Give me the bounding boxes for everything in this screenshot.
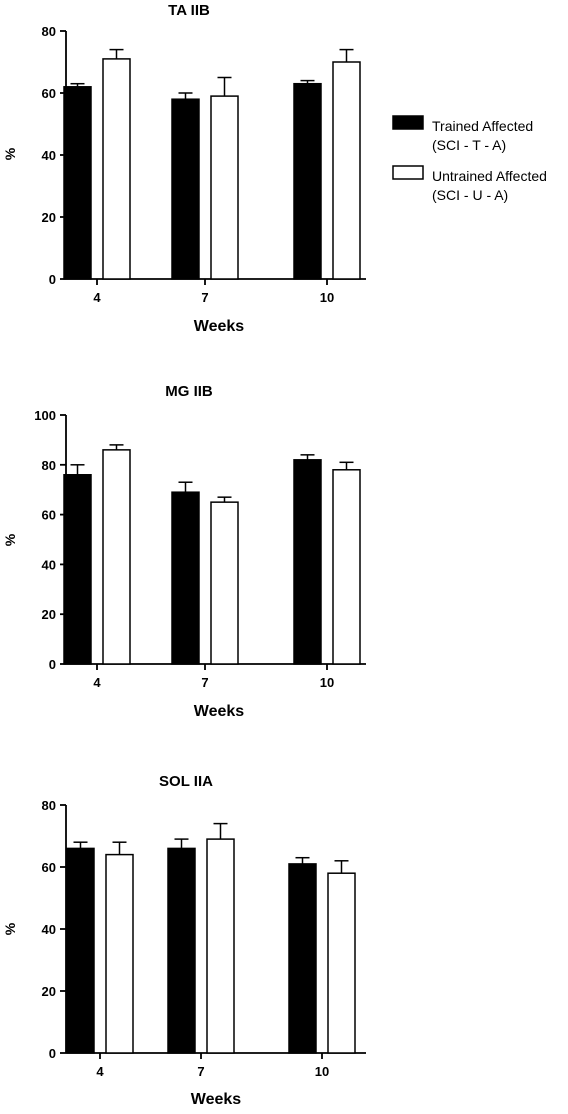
x-tick-label: 7: [197, 1064, 204, 1079]
y-tick-label: 0: [49, 657, 56, 672]
y-tick-label: 40: [42, 922, 56, 937]
x-tick-label: 4: [93, 675, 101, 690]
x-axis-label: Weeks: [194, 703, 245, 720]
y-axis-label: %: [2, 922, 18, 935]
bar-trained-week-7: [171, 98, 200, 280]
legend-label-untrained-line2: (SCI - U - A): [432, 187, 508, 203]
legend-label-untrained-line1: Untrained Affected: [432, 168, 547, 184]
x-tick-label: 4: [96, 1064, 104, 1079]
chart-panel-sol-iia: SOL IIA % Weeks: [2, 773, 241, 1108]
legend-swatch-trained: [392, 115, 424, 130]
legend-label-trained-line2: (SCI - T - A): [432, 137, 506, 153]
y-tick-label: 20: [42, 210, 56, 225]
y-axis-label: %: [2, 533, 18, 546]
chart-title: SOL IIA: [159, 773, 213, 790]
chart-title: MG IIB: [165, 383, 213, 400]
y-tick-label: 100: [34, 408, 56, 423]
bar-trained-week-4: [63, 474, 92, 665]
bar-untrained-week-4: [102, 449, 131, 665]
bar-trained-week-10: [288, 863, 317, 1054]
x-axis-label: Weeks: [191, 1091, 242, 1108]
y-tick-label: 60: [42, 508, 56, 523]
y-tick-label: 20: [42, 607, 56, 622]
y-tick-label: 20: [42, 984, 56, 999]
bar-untrained-week-10: [327, 872, 356, 1054]
chart-plot-area-0: 0 20 40 60 80 4 7 10: [42, 24, 366, 305]
bar-untrained-week-7: [206, 838, 235, 1054]
chart-plot-area-1: 0 20 40 60 80 100 4 7 10: [34, 408, 366, 690]
y-axis-label: %: [2, 147, 18, 160]
bar-untrained-week-10: [332, 469, 361, 665]
y-tick-label: 40: [42, 557, 56, 572]
bar-untrained-week-7: [210, 95, 239, 280]
y-tick-label: 60: [42, 86, 56, 101]
legend: Trained Affected (SCI - T - A) Untrained…: [392, 115, 547, 203]
chart-plot-area-2: 0 20 40 60 80 4 7 10: [42, 798, 366, 1079]
bar-trained-week-4: [66, 847, 95, 1054]
bar-trained-week-10: [293, 459, 322, 665]
bar-trained-week-7: [171, 491, 200, 665]
chart-title: TA IIB: [168, 2, 210, 19]
bar-trained-week-10: [293, 82, 322, 280]
y-tick-label: 60: [42, 860, 56, 875]
y-tick-label: 0: [49, 272, 56, 287]
y-tick-label: 80: [42, 24, 56, 39]
chart-panel-mg-iib: MG IIB % Weeks: [2, 383, 244, 720]
bar-untrained-week-10: [332, 61, 361, 280]
x-tick-label: 10: [320, 675, 334, 690]
x-tick-label: 7: [201, 675, 208, 690]
bar-untrained-week-4: [102, 58, 131, 280]
x-tick-label: 10: [315, 1064, 329, 1079]
bar-trained-week-4: [63, 86, 92, 280]
legend-swatch-untrained: [392, 165, 424, 180]
y-tick-label: 40: [42, 148, 56, 163]
x-tick-label: 7: [201, 290, 208, 305]
bar-untrained-week-4: [105, 853, 134, 1054]
x-axis-label: Weeks: [194, 318, 245, 335]
x-tick-label: 10: [320, 290, 334, 305]
chart-panel-ta-iib: TA IIB % Weeks: [2, 2, 244, 335]
y-tick-label: 0: [49, 1046, 56, 1061]
bar-trained-week-7: [167, 847, 196, 1054]
y-tick-label: 80: [42, 458, 56, 473]
legend-label-trained-line1: Trained Affected: [432, 118, 533, 134]
y-tick-label: 80: [42, 798, 56, 813]
bar-untrained-week-7: [210, 501, 239, 665]
x-tick-label: 4: [93, 290, 101, 305]
